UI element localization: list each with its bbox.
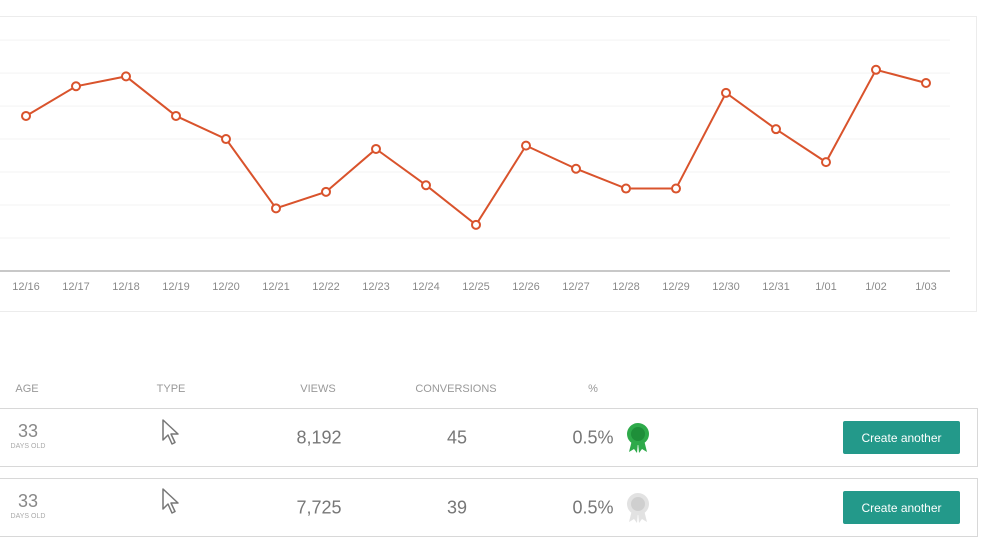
x-tick-label: 12/28 xyxy=(612,281,640,293)
point xyxy=(521,140,531,151)
point xyxy=(871,64,881,75)
cursor-icon xyxy=(162,488,179,514)
create-another-button[interactable]: Create another xyxy=(843,491,960,524)
x-tick-label: 12/18 xyxy=(112,281,140,293)
conversions: 45 xyxy=(446,427,468,447)
table-row: 33 DAYS OLD 7,725 39 0.5% Create another xyxy=(0,478,978,537)
chart: 12/16 12/17 12/18 12/19 12/20 12/21 12/22 12/23… xyxy=(0,39,950,293)
point xyxy=(671,183,681,194)
point xyxy=(421,180,431,191)
x-tick-label: 1/02 xyxy=(865,281,886,293)
x-tick-label: 12/31 xyxy=(762,281,790,293)
point xyxy=(471,219,481,230)
x-tick-label: 12/20 xyxy=(212,281,240,293)
age: 33 DAYS OLD xyxy=(11,491,46,520)
x-tick-label: 12/26 xyxy=(512,281,540,293)
point xyxy=(621,183,631,194)
x-tick-label: 12/23 xyxy=(362,281,390,293)
point xyxy=(171,110,181,121)
column-header: VIEWS xyxy=(300,383,336,395)
x-tick-label: 12/19 xyxy=(162,281,190,293)
x-tick-label: 12/25 xyxy=(462,281,490,293)
point xyxy=(571,163,581,174)
x-tick-label: 12/30 xyxy=(712,281,740,293)
x-tick-label: 1/03 xyxy=(915,281,936,293)
column-header: TYPE xyxy=(156,383,186,395)
point xyxy=(771,124,781,135)
chart-card xyxy=(0,16,977,312)
percent: 0.5% xyxy=(572,497,614,517)
point xyxy=(721,87,731,98)
line xyxy=(25,68,927,227)
age-unit: DAYS OLD xyxy=(10,443,46,450)
x-tick-label: 12/27 xyxy=(562,281,590,293)
table-row: 33 DAYS OLD 8,192 45 0.5% Create another xyxy=(0,408,978,467)
x-tick-label: 12/22 xyxy=(312,281,340,293)
age-unit: DAYS OLD xyxy=(10,513,46,520)
age-value: 33 xyxy=(17,491,39,511)
point xyxy=(21,110,31,121)
percent: 0.5% xyxy=(572,427,614,447)
x-tick-label: 12/29 xyxy=(662,281,690,293)
point xyxy=(821,157,831,168)
point xyxy=(321,186,331,197)
x-tick-label: 12/21 xyxy=(262,281,290,293)
age: 33 DAYS OLD xyxy=(11,421,46,450)
x-tick-label: 1/01 xyxy=(815,281,836,293)
x-tick-label: 12/16 xyxy=(12,281,40,293)
column-header: CONVERSIONS xyxy=(415,383,497,395)
column-header: AGE xyxy=(15,383,39,395)
point xyxy=(221,134,231,145)
conversions: 39 xyxy=(446,497,468,517)
create-another-button[interactable]: Create another xyxy=(843,421,960,454)
point xyxy=(271,203,281,214)
point xyxy=(921,77,931,88)
age-value: 33 xyxy=(17,421,39,441)
column-header: % xyxy=(588,383,598,395)
point xyxy=(371,143,381,154)
views: 8,192 xyxy=(296,427,342,447)
views: 7,725 xyxy=(296,497,342,517)
point xyxy=(71,81,81,92)
badge xyxy=(627,493,649,523)
x-tick-label: 12/24 xyxy=(412,281,440,293)
winner-badge xyxy=(627,423,649,453)
point xyxy=(121,71,131,82)
cursor-icon xyxy=(162,419,179,445)
x-tick-label: 12/17 xyxy=(62,281,90,293)
